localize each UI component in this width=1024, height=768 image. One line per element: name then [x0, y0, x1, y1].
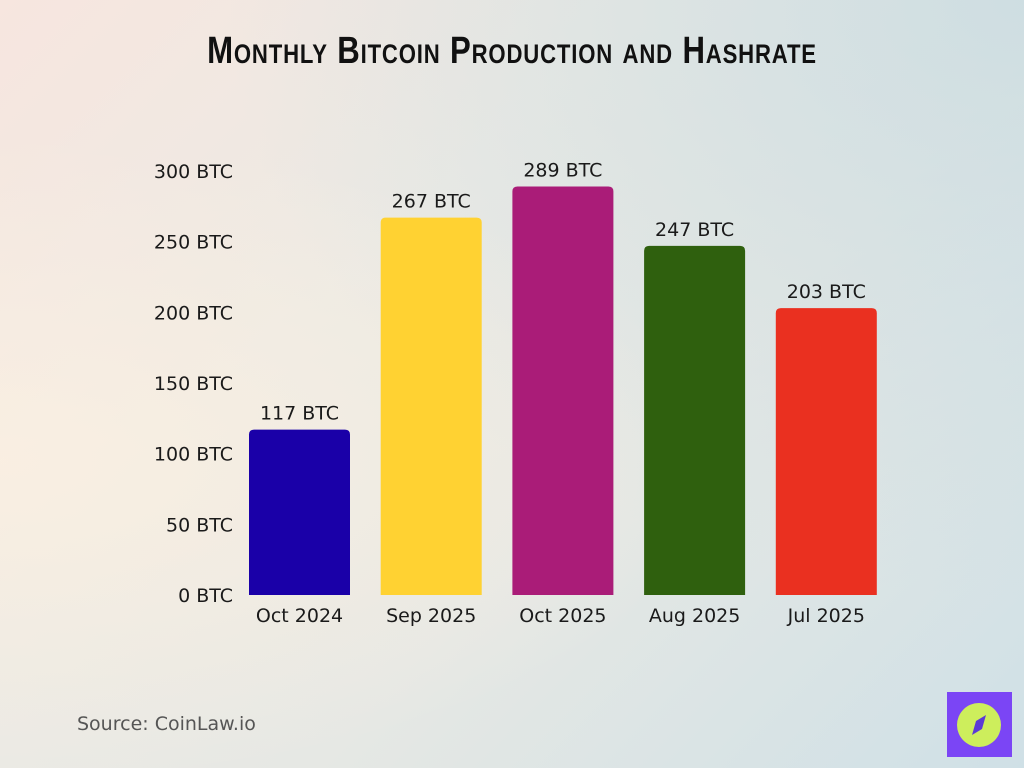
x-tick-label: Oct 2025	[519, 605, 606, 627]
bar	[249, 429, 350, 595]
bar	[644, 245, 746, 595]
y-tick-label: 250 BTC	[154, 232, 233, 254]
chart-title: Monthly Bitcoin Production and Hashrate	[207, 30, 817, 72]
y-tick-label: 200 BTC	[154, 302, 233, 324]
data-label: 289 BTC	[523, 160, 602, 182]
y-tick-label: 50 BTC	[166, 514, 233, 536]
data-label: 247 BTC	[655, 219, 734, 241]
data-label: 117 BTC	[260, 403, 339, 425]
y-tick-label: 300 BTC	[154, 161, 233, 183]
bar	[775, 308, 877, 595]
data-label: 267 BTC	[392, 191, 471, 213]
bar	[380, 217, 482, 595]
logo	[947, 692, 1012, 757]
data-label: 203 BTC	[787, 281, 866, 303]
y-tick-label: 150 BTC	[154, 373, 233, 395]
x-tick-label: Oct 2024	[256, 605, 343, 627]
y-tick-label: 100 BTC	[154, 444, 233, 466]
x-tick-label: Aug 2025	[649, 605, 741, 627]
bar	[512, 186, 614, 595]
compass-icon	[957, 703, 1001, 747]
x-tick-label: Sep 2025	[386, 605, 476, 627]
x-tick-label: Jul 2025	[787, 605, 865, 627]
y-tick-label: 0 BTC	[178, 585, 233, 607]
source-text: Source: CoinLaw.io	[77, 713, 256, 735]
